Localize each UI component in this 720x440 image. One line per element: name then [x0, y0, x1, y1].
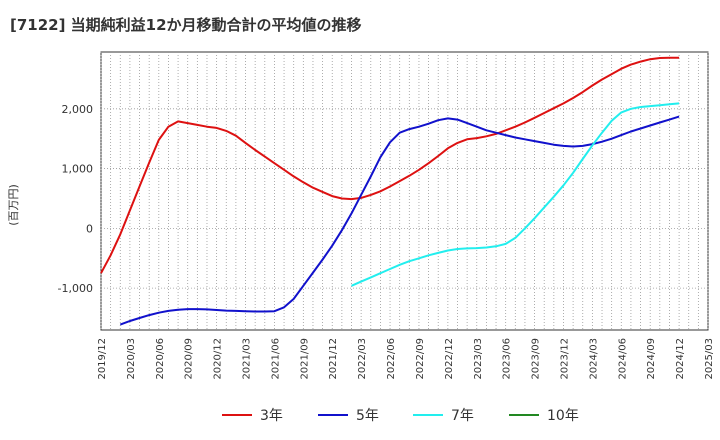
- x-tick-label: 2022/09: [415, 338, 426, 380]
- chart-title: [7122] 当期純利益12か月移動合計の平均値の推移: [10, 16, 362, 34]
- x-tick-label: 2024/09: [646, 338, 657, 380]
- legend-label: 7年: [451, 408, 474, 424]
- y-axis-label: (百万円): [7, 184, 20, 226]
- x-tick-label: 2020/09: [184, 338, 195, 380]
- series-line-5年: [119, 115, 680, 326]
- y-tick-label: 2,000: [62, 103, 94, 116]
- x-tick-label: 2022/03: [357, 338, 368, 380]
- x-tick-label: 2021/12: [328, 338, 339, 380]
- x-tick-label: 2025/03: [704, 338, 715, 380]
- x-tick-label: 2021/03: [242, 338, 253, 380]
- x-tick-label: 2022/12: [444, 338, 455, 380]
- y-tick-label: -1,000: [58, 282, 93, 295]
- x-tick-label: 2024/06: [617, 338, 628, 380]
- x-tick-label: 2020/03: [126, 338, 137, 380]
- series-line-3年: [100, 56, 680, 274]
- legend-label: 3年: [260, 408, 283, 424]
- grid: [100, 52, 709, 330]
- y-axis-ticks: -1,000 0 1,000 2,000: [58, 103, 93, 295]
- x-tick-label: 2021/06: [270, 338, 281, 380]
- x-tick-label: 2022/06: [386, 338, 397, 380]
- y-tick-label: 1,000: [62, 163, 94, 176]
- x-tick-label: 2021/09: [299, 338, 310, 380]
- legend-label: 5年: [356, 408, 379, 424]
- x-tick-label: 2023/03: [473, 338, 484, 380]
- x-tick-label: 2020/06: [155, 338, 166, 380]
- x-tick-label: 2023/06: [502, 338, 513, 380]
- x-tick-label: 2023/12: [559, 338, 570, 380]
- legend: 3年 5年 7年 10年: [222, 408, 579, 424]
- x-axis-ticks: 2019/12 2020/03 2020/06 2020/09 2020/12 2021/…: [97, 338, 715, 380]
- series-line-7年: [351, 102, 680, 287]
- x-tick-label: 2024/03: [588, 338, 599, 380]
- x-tick-label: 2024/12: [675, 338, 686, 380]
- series-lines: [100, 56, 680, 326]
- x-tick-label: 2020/12: [213, 338, 224, 380]
- y-tick-label: 0: [86, 222, 93, 235]
- x-tick-label: 2023/09: [531, 338, 542, 380]
- legend-label: 10年: [547, 408, 579, 424]
- x-tick-label: 2019/12: [97, 338, 108, 380]
